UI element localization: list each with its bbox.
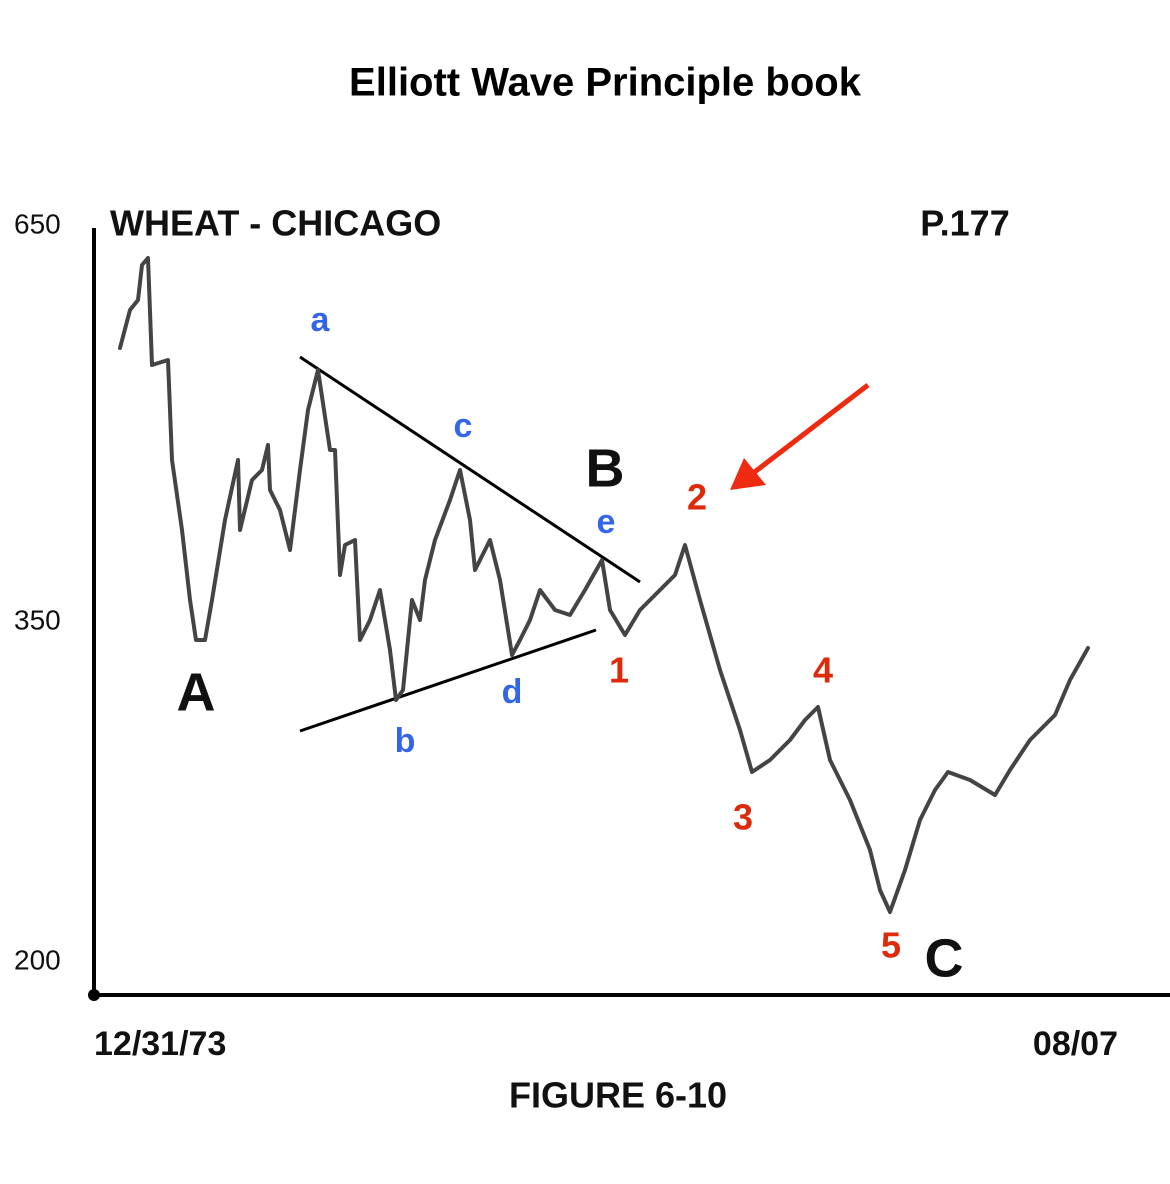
chart-label: WHEAT - CHICAGO bbox=[110, 203, 441, 244]
wave-label: a bbox=[311, 301, 331, 339]
triangle-lower-line bbox=[299, 628, 597, 733]
arrow-head bbox=[730, 458, 766, 490]
wave-label: c bbox=[454, 407, 473, 445]
x-tick-label: 12/31/73 bbox=[94, 1025, 226, 1063]
page-number: P.177 bbox=[920, 203, 1009, 244]
y-tick-label: 650 bbox=[14, 208, 61, 239]
wave-label: 3 bbox=[733, 797, 753, 838]
x-tick-label: 08/07 bbox=[1033, 1025, 1118, 1063]
y-tick-label: 350 bbox=[14, 604, 61, 635]
wave-label: 1 bbox=[609, 650, 629, 691]
caption: FIGURE 6-10 bbox=[509, 1075, 727, 1116]
triangle-upper-line bbox=[299, 355, 641, 584]
wave-label: e bbox=[597, 503, 616, 541]
arrow-shaft bbox=[750, 383, 870, 476]
wave-label: B bbox=[586, 438, 625, 498]
wave-label: A bbox=[177, 662, 216, 722]
wave-label: 4 bbox=[813, 650, 833, 691]
wave-label: 5 bbox=[881, 925, 901, 966]
title: Elliott Wave Principle book bbox=[349, 61, 862, 105]
wave-label: b bbox=[395, 722, 416, 760]
price-path bbox=[118, 256, 1090, 914]
wave-label: 2 bbox=[687, 477, 707, 518]
origin-dot bbox=[88, 989, 100, 1001]
y-tick-label: 200 bbox=[14, 944, 61, 975]
wave-label: C bbox=[925, 928, 964, 988]
wave-label: d bbox=[502, 673, 523, 711]
